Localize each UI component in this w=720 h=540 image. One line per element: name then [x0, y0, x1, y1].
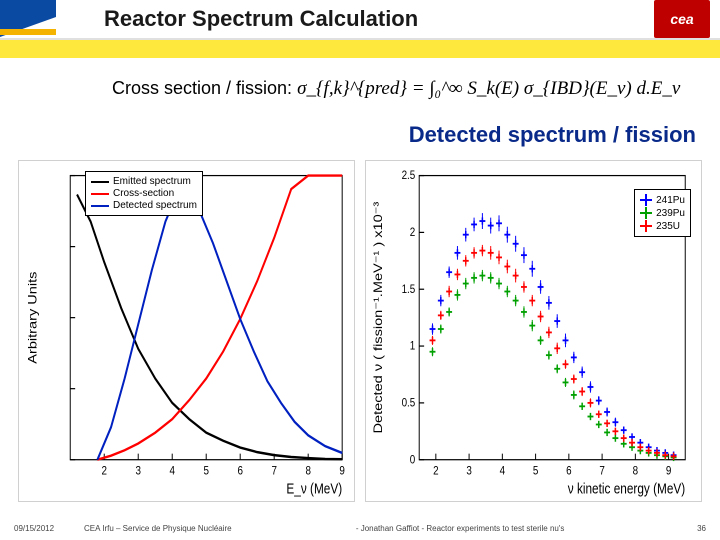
footer-affiliation: CEA Irfu – Service de Physique Nucléaire — [84, 524, 356, 533]
svg-text:Detected ν ( fission⁻¹.MeV⁻¹ ): Detected ν ( fission⁻¹.MeV⁻¹ ) x10⁻³ — [371, 201, 384, 433]
svg-text:7: 7 — [271, 464, 276, 477]
legend-left: Emitted spectrumCross-sectionDetected sp… — [85, 171, 203, 216]
charts-row: 2 3 4 5 6 7 8 9 E_ν (MeV) Arbitrary Units Emitted… — [18, 160, 702, 502]
svg-text:1: 1 — [410, 340, 415, 353]
header-yellow-stripe — [0, 40, 720, 58]
chart-right: 0 0.5 1 1.5 2 2.5 2 3 4 5 6 7 8 9 ν kinetic energy (Me… — [365, 160, 702, 502]
svg-text:8: 8 — [633, 464, 638, 477]
svg-text:2: 2 — [410, 226, 415, 239]
svg-text:9: 9 — [666, 464, 671, 477]
svg-text:6: 6 — [566, 464, 571, 477]
svg-text:5: 5 — [203, 464, 208, 477]
header-bar: Reactor Spectrum Calculation cea — [0, 0, 720, 40]
footer: 09/15/2012 CEA Irfu – Service de Physiqu… — [0, 516, 720, 540]
slide-title: Reactor Spectrum Calculation — [56, 6, 654, 32]
svg-text:0.5: 0.5 — [402, 397, 416, 410]
formula: σ_{f,k}^{pred} = ∫₀^∞ S_k(E) σ_{IBD}(E_ν… — [297, 78, 680, 99]
svg-text:5: 5 — [533, 464, 538, 477]
svg-text:9: 9 — [339, 464, 344, 477]
footer-page-number: 36 — [682, 524, 706, 533]
svg-text:4: 4 — [169, 464, 174, 477]
svg-text:2: 2 — [101, 464, 106, 477]
svg-text:Arbitrary Units: Arbitrary Units — [26, 271, 39, 364]
svg-text:8: 8 — [305, 464, 310, 477]
svg-text:2: 2 — [433, 464, 438, 477]
right-logo: cea — [654, 0, 710, 38]
svg-text:6: 6 — [237, 464, 242, 477]
cross-section-prefix: Cross section / fission: — [112, 78, 292, 98]
cross-section-line: Cross section / fission: σ_{f,k}^{pred} … — [112, 78, 708, 100]
svg-text:3: 3 — [466, 464, 471, 477]
chart-left: 2 3 4 5 6 7 8 9 E_ν (MeV) Arbitrary Units Emitted… — [18, 160, 355, 502]
svg-text:2.5: 2.5 — [402, 169, 416, 182]
detected-spectrum-label: Detected spectrum / fission — [409, 122, 696, 148]
svg-text:1.5: 1.5 — [402, 283, 416, 296]
left-logo — [0, 0, 56, 39]
svg-text:0: 0 — [410, 453, 415, 466]
svg-text:7: 7 — [599, 464, 604, 477]
svg-text:ν kinetic energy (MeV): ν kinetic energy (MeV) — [568, 481, 685, 497]
svg-text:4: 4 — [500, 464, 505, 477]
body-area: Cross section / fission: σ_{f,k}^{pred} … — [0, 60, 720, 510]
legend-right: 241Pu239Pu235U — [634, 189, 691, 237]
footer-date: 09/15/2012 — [14, 524, 84, 533]
svg-text:3: 3 — [135, 464, 140, 477]
footer-author: - Jonathan Gaffiot - Reactor experiments… — [356, 524, 682, 533]
svg-text:E_ν (MeV): E_ν (MeV) — [286, 481, 342, 497]
